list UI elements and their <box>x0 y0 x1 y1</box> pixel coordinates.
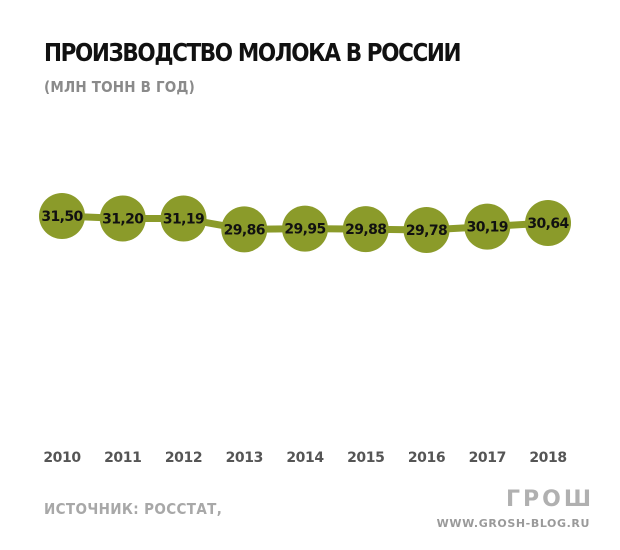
brand-logo: ГРОШ <box>505 487 594 512</box>
data-label: 31,19 <box>163 212 204 228</box>
data-point <box>221 206 268 253</box>
data-label: 30,64 <box>527 216 569 232</box>
data-label: 29,88 <box>345 222 386 238</box>
chart-title: ПРОИЗВОДСТВО МОЛОКА В РОССИИ <box>44 38 462 67</box>
data-label: 29,78 <box>406 223 447 239</box>
x-tick-label: 2012 <box>165 450 202 466</box>
x-tick-label: 2016 <box>408 450 445 466</box>
data-point <box>39 193 85 239</box>
data-point <box>525 200 571 246</box>
x-tick-label: 2018 <box>529 450 566 466</box>
data-label: 30,19 <box>467 220 508 236</box>
x-tick-label: 2013 <box>226 450 263 466</box>
data-label: 29,95 <box>284 222 325 238</box>
data-label: 29,86 <box>224 222 265 238</box>
data-point <box>282 205 328 252</box>
site-url: WWW.GROSH-BLOG.RU <box>436 517 590 530</box>
data-point <box>464 203 511 250</box>
x-tick-label: 2011 <box>104 450 141 466</box>
x-tick-label: 2010 <box>43 450 81 466</box>
data-label: 31,50 <box>41 209 83 225</box>
data-label: 31,20 <box>102 211 144 227</box>
x-tick-label: 2015 <box>347 450 384 466</box>
data-point <box>99 195 146 242</box>
source-note: ИСТОЧНИК: РОССТАТ, <box>44 500 223 518</box>
chart-subtitle: (МЛН ТОНН В ГОД) <box>44 78 195 96</box>
data-point <box>160 195 207 242</box>
x-tick-label: 2017 <box>469 450 506 466</box>
data-point <box>342 206 389 253</box>
x-tick-label: 2014 <box>286 450 324 466</box>
data-point <box>403 207 450 253</box>
